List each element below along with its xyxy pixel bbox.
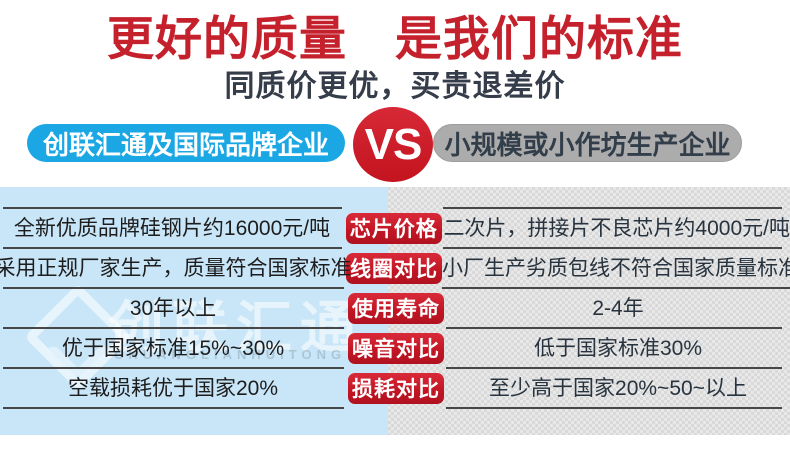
brand-value: 全新优质品牌硅钢片约16000元/吨 bbox=[0, 207, 344, 249]
brand-value: 优于国家标准15%~30% bbox=[0, 328, 346, 369]
category-badge: 噪音对比 bbox=[348, 332, 444, 364]
category-badge-wrap: 芯片价格 bbox=[344, 208, 443, 248]
category-badge: 线圈对比 bbox=[346, 252, 442, 284]
competitor-value: 至少高于国家20%~50~以上 bbox=[446, 368, 790, 409]
brand-value: 采用正规厂家生产，质量符合国家标准 bbox=[0, 248, 352, 289]
brand-value: 空载损耗优于国家20% bbox=[0, 368, 346, 409]
category-badge: 使用寿命 bbox=[348, 292, 444, 324]
table-row: 30年以上 使用寿命 2-4年 bbox=[0, 288, 790, 329]
table-row: 空载损耗优于国家20% 损耗对比 至少高于国家20%~50~以上 bbox=[0, 368, 790, 409]
category-badge-wrap: 噪音对比 bbox=[346, 328, 446, 368]
brand-pill-label: 创联汇通及国际品牌企业 bbox=[42, 129, 329, 160]
brand-column-background bbox=[0, 187, 388, 435]
competitor-pill-label: 小规模或小作坊生产企业 bbox=[444, 129, 731, 160]
comparison-table: 创联汇通 CHUANGLIANHUITONG 全新优质品牌硅钢片约16000元/… bbox=[0, 187, 790, 435]
page-title: 更好的质量 是我们的标准 bbox=[107, 12, 683, 65]
comparison-rows: 全新优质品牌硅钢片约16000元/吨 芯片价格 二次片，拼接片不良芯片约4000… bbox=[0, 207, 790, 409]
category-badge: 损耗对比 bbox=[348, 372, 444, 404]
vs-badge-label: VS bbox=[364, 119, 423, 169]
brand-value: 30年以上 bbox=[0, 288, 346, 329]
competitor-value: 小厂生产劣质包线不符合国家质量标准 bbox=[442, 248, 790, 289]
table-row: 优于国家标准15%~30% 噪音对比 低于国家标准30% bbox=[0, 328, 790, 369]
competitor-value: 二次片，拼接片不良芯片约4000元/吨 bbox=[443, 207, 790, 249]
vs-badge: VS bbox=[353, 107, 433, 182]
table-row: 全新优质品牌硅钢片约16000元/吨 芯片价格 二次片，拼接片不良芯片约4000… bbox=[0, 207, 790, 249]
competitor-pill: 小规模或小作坊生产企业 bbox=[433, 124, 742, 162]
category-badge: 芯片价格 bbox=[345, 212, 442, 244]
competitor-column-background bbox=[388, 187, 790, 435]
category-badge-wrap: 使用寿命 bbox=[346, 288, 446, 328]
competitor-value: 低于国家标准30% bbox=[446, 328, 790, 369]
brand-pill: 创联汇通及国际品牌企业 bbox=[27, 124, 345, 162]
category-badge-wrap: 线圈对比 bbox=[346, 248, 442, 288]
competitor-value: 2-4年 bbox=[446, 288, 790, 329]
category-badge-wrap: 损耗对比 bbox=[346, 368, 446, 408]
table-row: 采用正规厂家生产，质量符合国家标准 线圈对比 小厂生产劣质包线不符合国家质量标准 bbox=[0, 248, 790, 289]
subtitle: 同质价更优，买贵退差价 bbox=[224, 70, 566, 103]
